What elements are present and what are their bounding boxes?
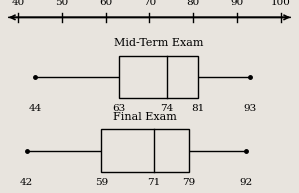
Text: 44: 44: [29, 104, 42, 113]
Text: 90: 90: [231, 0, 244, 7]
Text: 50: 50: [55, 0, 68, 7]
Text: 81: 81: [191, 104, 204, 113]
Text: 63: 63: [112, 104, 125, 113]
Text: 60: 60: [99, 0, 112, 7]
Text: 79: 79: [182, 178, 196, 187]
Text: 40: 40: [11, 0, 25, 7]
Text: Mid-Term Exam: Mid-Term Exam: [114, 38, 203, 48]
Text: 71: 71: [147, 178, 161, 187]
Text: 80: 80: [187, 0, 200, 7]
Text: Final Exam: Final Exam: [113, 112, 177, 122]
Text: 70: 70: [143, 0, 156, 7]
Text: 93: 93: [244, 104, 257, 113]
Text: 100: 100: [271, 0, 291, 7]
Bar: [101, 129, 189, 172]
Text: 92: 92: [239, 178, 253, 187]
Text: 59: 59: [95, 178, 108, 187]
Bar: [119, 56, 198, 98]
Text: 74: 74: [161, 104, 174, 113]
Text: 42: 42: [20, 178, 33, 187]
